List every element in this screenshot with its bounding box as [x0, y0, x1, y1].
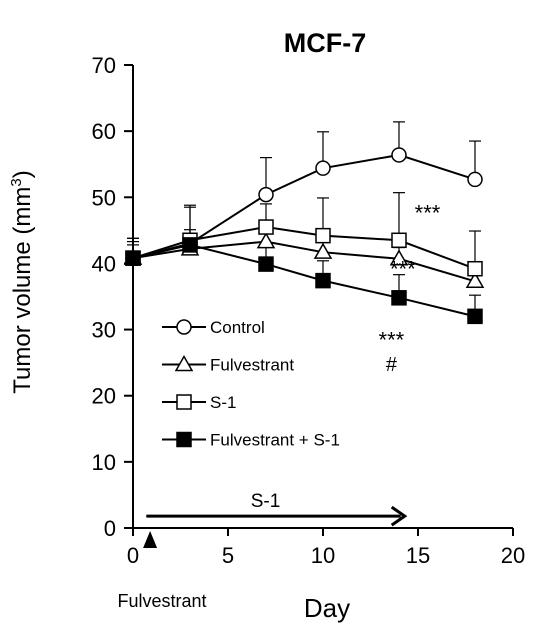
injection-label: Fulvestrant — [117, 591, 206, 611]
marker-filled-square — [176, 431, 192, 448]
y-axis-label: Tumor volume (mm3) — [8, 170, 36, 393]
legend: Control Fulvestrant S-1 Fulvestrant + S-1 — [162, 318, 340, 450]
marker-open-square — [391, 232, 407, 249]
treatment-arrow: S-1 — [146, 491, 408, 527]
marker-filled-square — [391, 290, 407, 306]
y-tick-label: 70 — [92, 53, 116, 78]
legend-label: Control — [210, 318, 265, 337]
marker-open-square — [315, 227, 331, 244]
marker-open-square — [258, 219, 274, 235]
injection-triangle — [143, 531, 158, 548]
marker-open-triangle — [465, 271, 485, 289]
chart-title: MCF-7 — [284, 28, 367, 58]
marker-open-circle — [391, 147, 407, 163]
marker-filled-square — [182, 237, 198, 253]
marker-filled-square — [258, 256, 274, 272]
marker-open-square — [467, 260, 483, 277]
significance-stars: *** — [415, 200, 441, 225]
series-lines — [132, 153, 476, 318]
marker-filled-square — [315, 272, 331, 289]
y-tick-label: 0 — [104, 516, 116, 541]
y-tick-label: 20 — [92, 384, 116, 409]
injection-marker: Fulvestrant — [117, 531, 207, 611]
marker-open-circle — [176, 319, 192, 335]
treatment-arrow-label: S-1 — [251, 491, 281, 512]
y-tick-label: 30 — [92, 318, 116, 343]
marker-open-circle — [258, 186, 274, 203]
marker-open-triangle — [313, 242, 333, 259]
legend-label: Fulvestrant — [210, 356, 294, 375]
y-tick-label: 60 — [92, 119, 116, 144]
marker-filled-square — [125, 250, 141, 266]
marker-open-square — [176, 394, 192, 410]
significance-stars: *** — [379, 327, 405, 352]
series-line — [132, 240, 476, 283]
x-tick-label: 0 — [127, 543, 139, 568]
series-line — [132, 226, 476, 270]
legend-label: Fulvestrant + S-1 — [210, 431, 340, 450]
y-axis-ticks: 0 10 20 30 40 50 60 70 — [92, 53, 133, 541]
x-axis-label: Day — [304, 593, 350, 623]
legend-label: S-1 — [210, 393, 236, 412]
marker-open-circle — [467, 171, 483, 188]
y-tick-label: 40 — [92, 251, 116, 276]
marker-open-triangle — [256, 232, 276, 249]
significance-annotations: *********# — [379, 200, 441, 376]
significance-stars: *** — [390, 257, 416, 282]
x-tick-label: 20 — [501, 543, 525, 568]
hash-annotation: # — [386, 354, 398, 376]
series-line — [132, 243, 476, 318]
series-line — [132, 153, 476, 260]
treatment-arrow-head — [390, 505, 408, 527]
x-tick-label: 5 — [222, 543, 234, 568]
series-markers — [123, 147, 485, 325]
marker-filled-square — [467, 308, 483, 325]
marker-open-circle — [315, 160, 331, 176]
x-axis-ticks: 0 5 10 15 20 — [127, 528, 525, 568]
x-tick-label: 15 — [406, 543, 430, 568]
marker-open-triangle — [389, 249, 409, 266]
y-tick-label: 10 — [92, 450, 116, 475]
marker-open-triangle — [174, 354, 194, 372]
x-tick-label: 10 — [311, 543, 335, 568]
y-tick-label: 50 — [92, 185, 116, 210]
